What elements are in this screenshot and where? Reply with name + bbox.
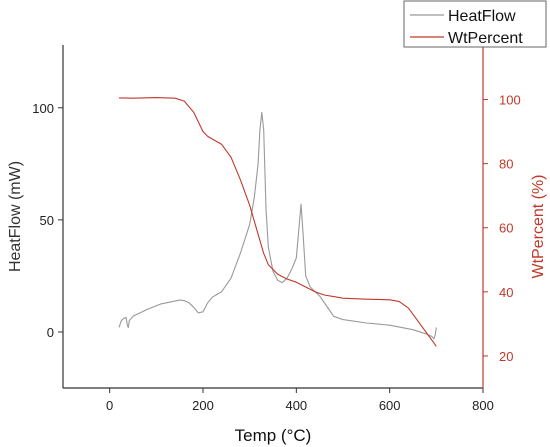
axes: 0 200 400 600 800 0 50 100 20 40 60 80 100 Temp (°… [7, 45, 547, 445]
x-tick-label: 400 [285, 398, 307, 413]
x-tick-label: 800 [472, 398, 494, 413]
left-ticks: 0 50 100 [32, 101, 63, 340]
legend-label-heatflow: HeatFlow [448, 8, 516, 25]
x-tick-label: 200 [192, 398, 214, 413]
x-axis-label: Temp (°C) [235, 426, 312, 445]
right-tick-label: 60 [499, 221, 513, 236]
right-tick-label: 20 [499, 349, 513, 364]
right-tick-label: 40 [499, 285, 513, 300]
right-ticks: 20 40 60 80 100 [483, 92, 521, 364]
left-axis-label: HeatFlow (mW) [7, 161, 24, 272]
right-tick-label: 80 [499, 157, 513, 172]
left-tick-label: 0 [47, 325, 54, 340]
x-ticks: 0 200 400 600 800 [106, 388, 494, 413]
series-line-wtpercent [118, 97, 437, 347]
legend: HeatFlow WtPercent [403, 0, 547, 48]
left-tick-label: 100 [32, 101, 54, 116]
right-tick-label: 100 [499, 92, 521, 107]
x-tick-label: 600 [379, 398, 401, 413]
plot-area [118, 97, 437, 347]
legend-label-wtpercent: WtPercent [448, 30, 523, 47]
legend-box [403, 0, 547, 48]
x-tick-label: 0 [106, 398, 113, 413]
left-tick-label: 50 [40, 213, 54, 228]
right-axis-label: WtPercent (%) [530, 174, 547, 278]
series-line-heatflow [118, 111, 437, 340]
